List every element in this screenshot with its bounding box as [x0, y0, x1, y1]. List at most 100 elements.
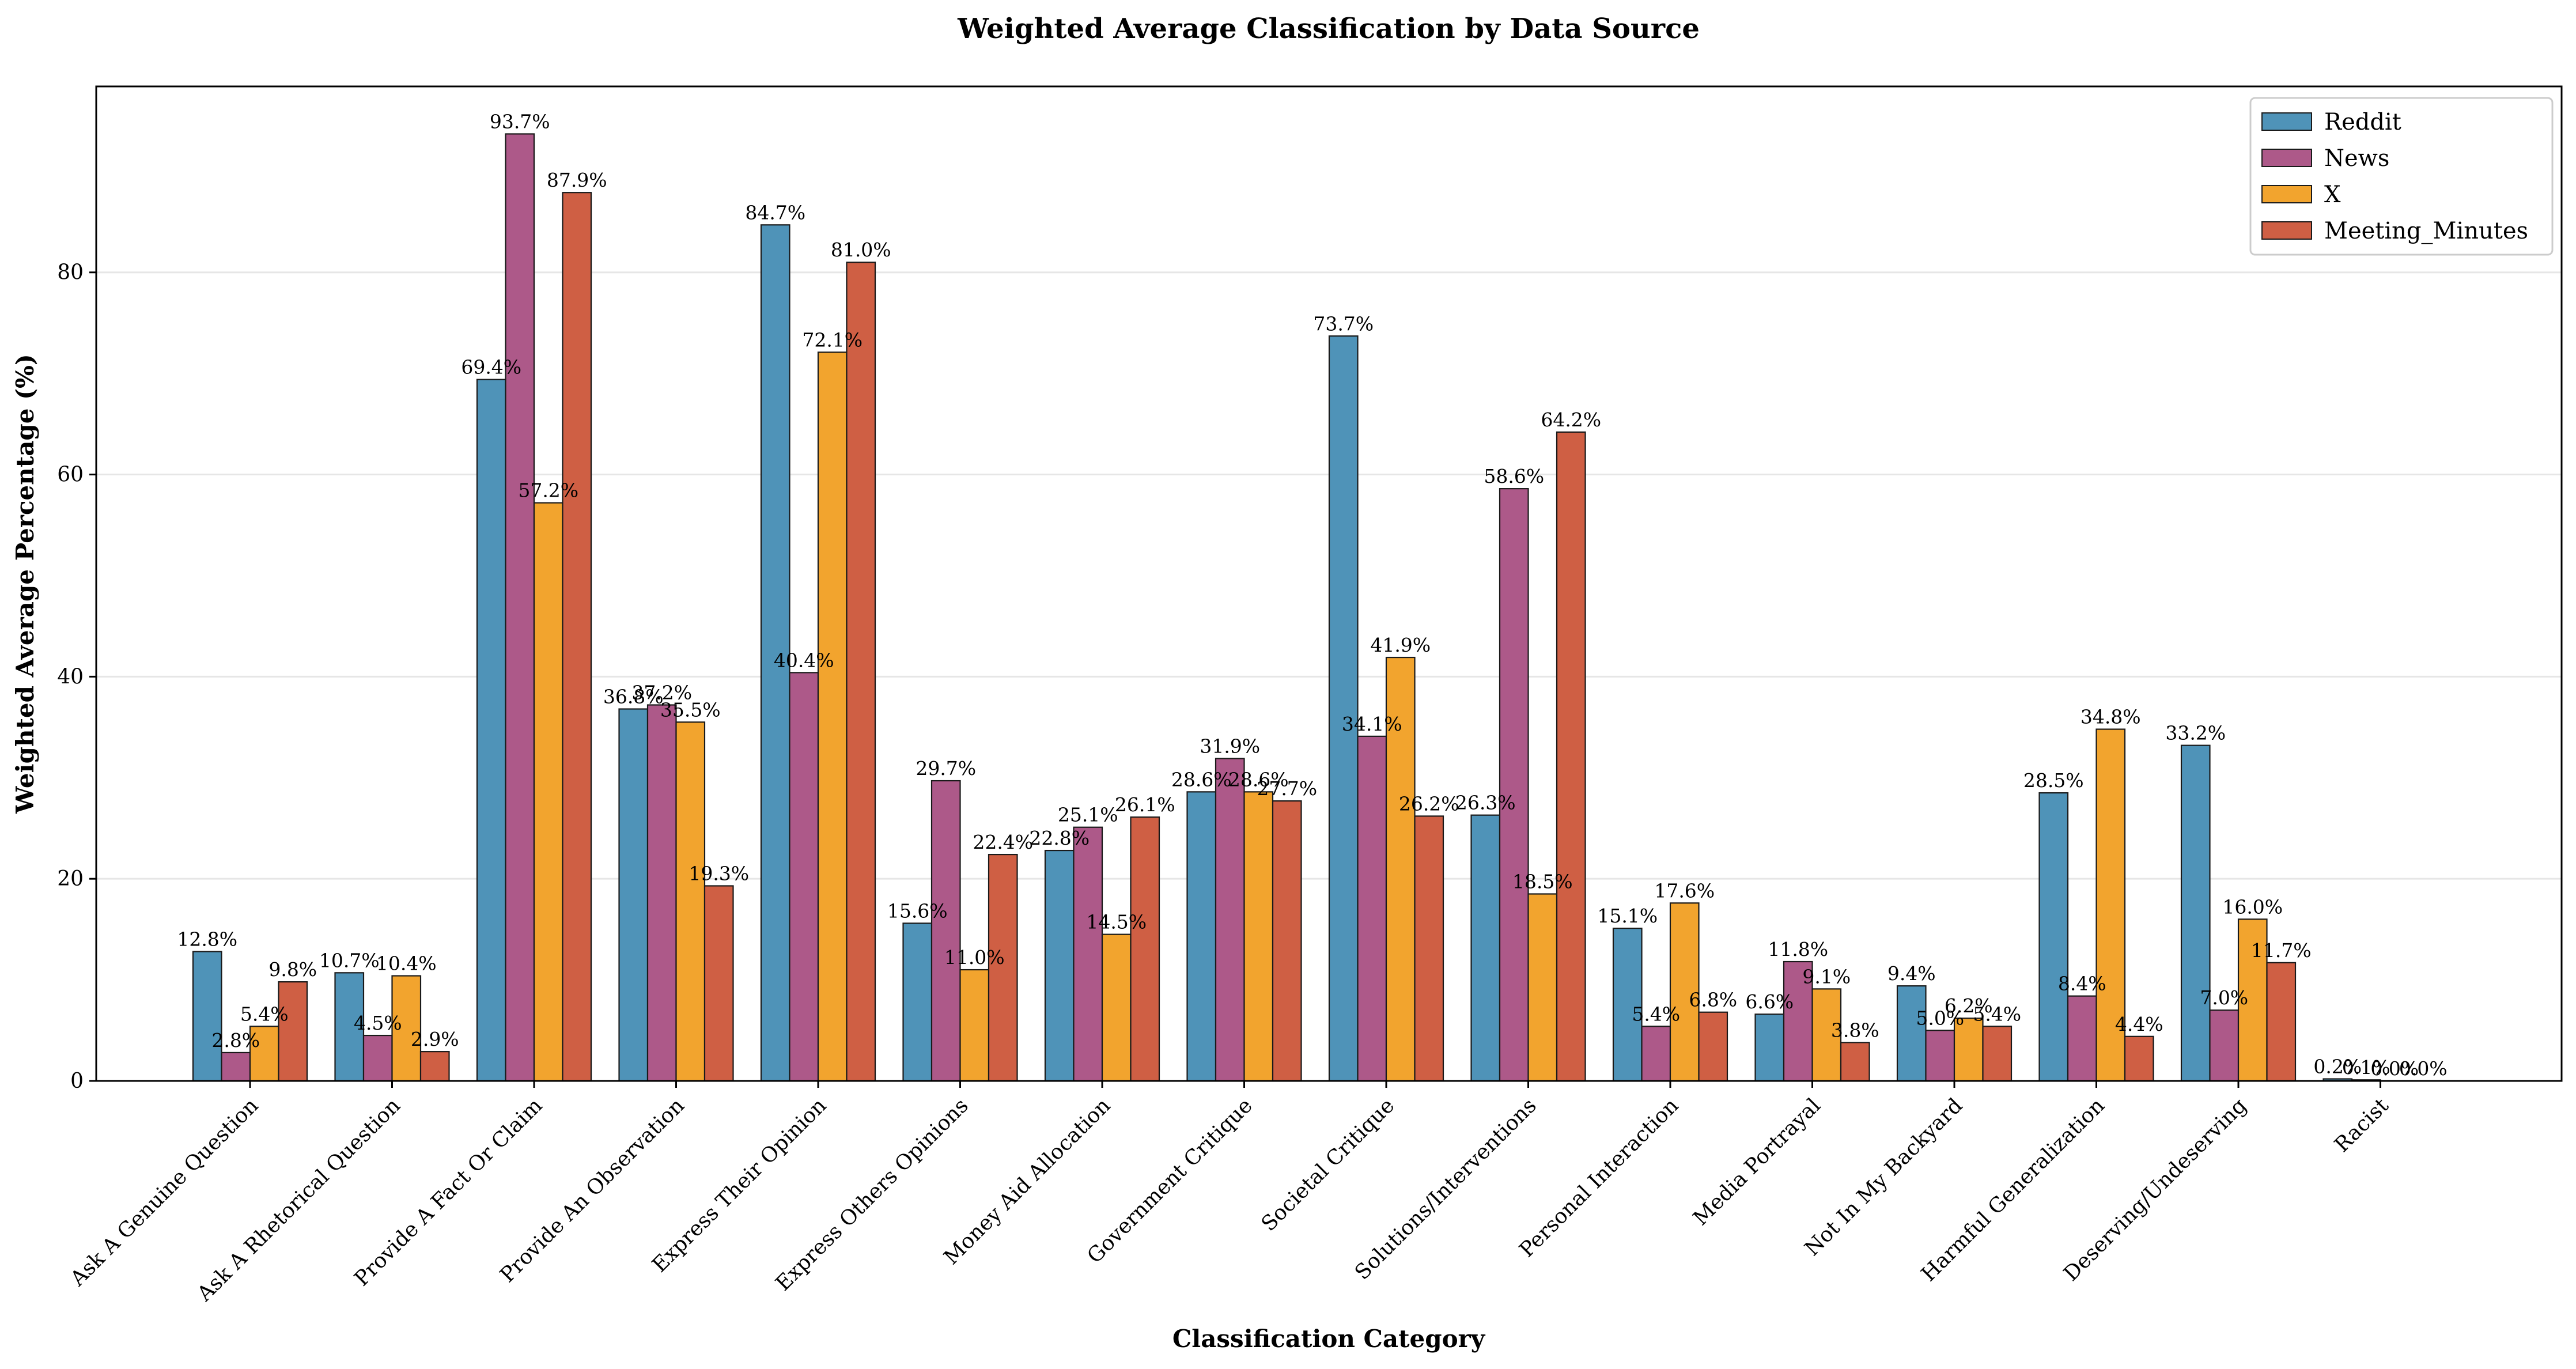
bar-news-media-portrayal	[1783, 960, 1813, 1082]
bar-news-express-others-opinions	[930, 780, 961, 1082]
value-label: 10.7%	[319, 949, 380, 971]
bar-meeting-minutes-media-portrayal	[1840, 1042, 1870, 1082]
y-tick-label: 40	[57, 665, 84, 689]
value-label: 16.0%	[2222, 895, 2283, 918]
x-tick-label: Money Aid Allocation	[940, 1094, 1115, 1269]
value-label: 58.6%	[1484, 465, 1544, 487]
bar-news-personal-interaction	[1641, 1026, 1671, 1082]
value-label: 25.1%	[1058, 804, 1118, 826]
bar-meeting-minutes-ask-a-rhetorical-question	[419, 1051, 450, 1082]
value-label: 93.7%	[490, 110, 550, 133]
bar-meeting-minutes-money-aid-allocation	[1130, 816, 1160, 1082]
bar-x-provide-an-observation	[675, 721, 706, 1082]
value-label: 10.4%	[376, 952, 437, 975]
y-tick-label: 60	[57, 463, 84, 487]
x-axis-title: Classification Category	[1172, 1325, 1486, 1353]
legend-swatch-reddit	[2261, 112, 2312, 131]
value-label: 34.8%	[2081, 706, 2141, 728]
bar-meeting-minutes-deserving-undeserving	[2266, 962, 2297, 1082]
bar-news-not-in-my-backyard	[1925, 1030, 1955, 1082]
x-tick-label: Not In My Backyard	[1800, 1094, 1968, 1261]
value-label: 40.4%	[774, 649, 834, 671]
value-label: 0.0%	[2399, 1057, 2448, 1080]
bar-news-harmful-generalization	[2067, 995, 2097, 1082]
bar-x-express-their-opinion	[817, 351, 848, 1082]
value-label: 19.3%	[689, 862, 749, 884]
bar-x-provide-a-fact-or-claim	[533, 502, 563, 1082]
value-label: 26.2%	[1399, 792, 1459, 815]
value-label: 35.5%	[660, 698, 721, 721]
value-label: 3.8%	[1831, 1019, 1879, 1041]
value-label: 81.0%	[831, 239, 891, 261]
value-label: 5.4%	[240, 1003, 289, 1025]
x-tick-label: Societal Critique	[1257, 1094, 1399, 1236]
bar-reddit-money-aid-allocation	[1044, 849, 1075, 1082]
value-label: 34.1%	[1342, 713, 1402, 735]
bar-news-ask-a-rhetorical-question	[362, 1034, 393, 1082]
value-label: 4.5%	[354, 1012, 402, 1034]
value-label: 18.5%	[1512, 870, 1573, 893]
bar-x-personal-interaction	[1669, 902, 1700, 1082]
legend-swatch-news	[2261, 149, 2312, 167]
bar-x-deserving-undeserving	[2237, 918, 2268, 1082]
value-label: 64.2%	[1541, 409, 1601, 431]
value-label: 11.0%	[944, 946, 1005, 969]
value-label: 69.4%	[461, 356, 521, 379]
bar-x-ask-a-rhetorical-question	[391, 975, 422, 1082]
y-axis-title: Weighted Average Percentage (%)	[11, 354, 39, 814]
plot-frame	[95, 85, 2563, 1082]
y-tick-label: 20	[57, 867, 84, 891]
bar-reddit-ask-a-genuine-question	[192, 951, 222, 1082]
bar-x-solutions-interventions	[1527, 893, 1558, 1082]
value-label: 8.4%	[2058, 973, 2106, 995]
value-label: 6.2%	[1945, 994, 1993, 1017]
x-tick-label: Government Critique	[1083, 1094, 1257, 1268]
value-label: 31.9%	[1200, 735, 1260, 757]
bar-news-solutions-interventions	[1499, 488, 1529, 1082]
value-label: 29.7%	[916, 757, 976, 780]
bar-reddit-express-their-opinion	[760, 224, 790, 1082]
legend-swatch-meeting-minutes	[2261, 221, 2312, 240]
value-label: 6.6%	[1745, 990, 1794, 1013]
x-tick-label: Racist	[2330, 1094, 2393, 1157]
bar-x-media-portrayal	[1811, 988, 1842, 1082]
bars	[192, 133, 2381, 1082]
legend-label-meeting-minutes: Meeting_Minutes	[2324, 218, 2528, 244]
value-label: 87.9%	[547, 169, 607, 191]
value-label: 4.4%	[2115, 1013, 2163, 1035]
value-label: 9.1%	[1802, 965, 1851, 988]
value-label: 73.7%	[1313, 312, 1374, 335]
value-label: 2.9%	[411, 1028, 459, 1050]
legend-box	[2249, 97, 2554, 256]
value-label: 84.7%	[745, 201, 805, 224]
value-label: 72.1%	[802, 328, 863, 351]
value-label: 0.2%	[2313, 1055, 2362, 1077]
value-label: 41.9%	[1370, 634, 1431, 656]
value-label: 5.4%	[1632, 1003, 1680, 1025]
legend-label-reddit: Reddit	[2324, 109, 2401, 135]
bar-news-deserving-undeserving	[2209, 1009, 2240, 1082]
x-tick-label: Personal Interaction	[1515, 1094, 1684, 1262]
value-labels: 12.8% 2.8% 5.4% 9.8% 10.7% 4.5% 10.4% 2.9% 69.4%…	[177, 110, 2447, 1080]
value-label: 27.7%	[1257, 777, 1317, 800]
bar-meeting-minutes-personal-interaction	[1698, 1011, 1728, 1082]
bar-meeting-minutes-solutions-interventions	[1556, 431, 1586, 1082]
value-label: 0.0%	[2370, 1057, 2419, 1080]
bar-reddit-provide-a-fact-or-claim	[476, 379, 506, 1082]
value-label: 14.5%	[1086, 911, 1147, 933]
bar-news-government-critique	[1215, 758, 1245, 1082]
y-tick-label: 0	[70, 1069, 84, 1093]
bar-reddit-deserving-undeserving	[2180, 744, 2211, 1082]
bar-news-societal-critique	[1357, 735, 1387, 1082]
value-label: 26.1%	[1115, 793, 1175, 816]
value-label: 9.8%	[268, 958, 317, 981]
bar-reddit-media-portrayal	[1754, 1013, 1785, 1082]
bar-reddit-government-critique	[1186, 791, 1217, 1082]
bar-reddit-societal-critique	[1328, 335, 1359, 1082]
bar-news-provide-an-observation	[646, 704, 677, 1082]
value-label: 12.8%	[177, 928, 237, 950]
bar-reddit-solutions-interventions	[1470, 814, 1501, 1082]
chart-title: Weighted Average Classification by Data …	[957, 13, 1700, 45]
